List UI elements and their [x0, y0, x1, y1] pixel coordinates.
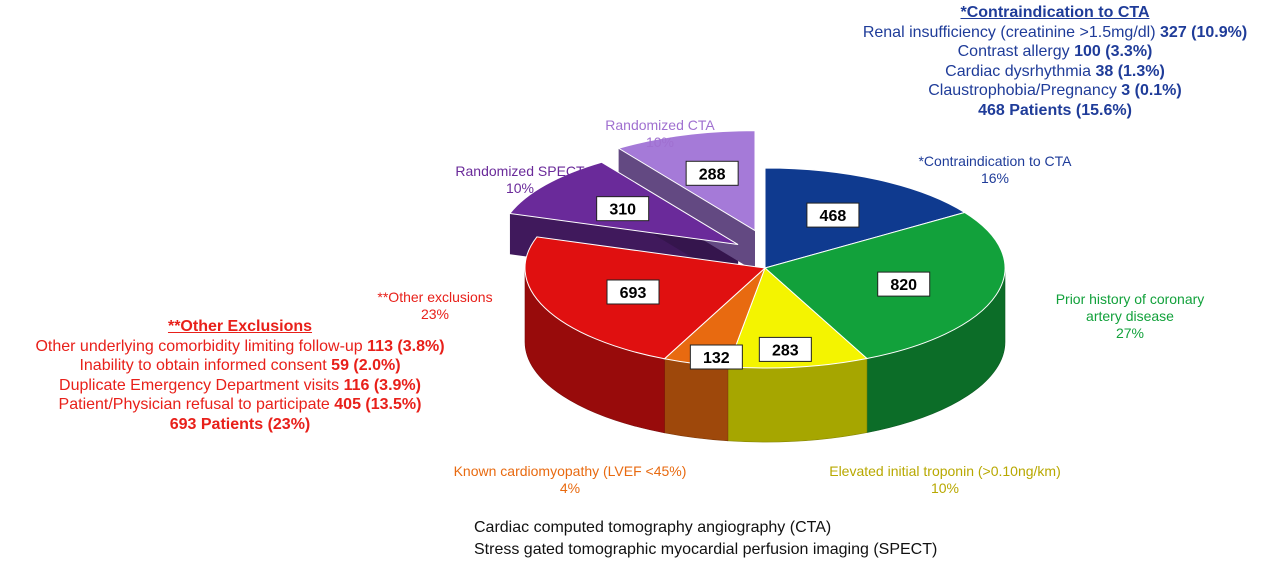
- value-box-contraindication-to-cta: [806, 202, 860, 228]
- cta-panel-line: Contrast allergy 100 (3.3%): [957, 43, 1153, 60]
- exclusions-panel-line: Inability to obtain informed consent 59 …: [79, 357, 401, 374]
- cta-contraindication-panel: *Contraindication to CTA Renal insuffici…: [820, 3, 1280, 120]
- value-box-randomized-spect: [596, 196, 650, 222]
- exclusions-panel-line: Other underlying comorbidity limiting fo…: [35, 337, 445, 355]
- value-box-other-exclusions: [606, 279, 660, 305]
- value-box-known-cardiomyopathy-lvef-45: [689, 344, 743, 370]
- exclusions-panel-line: Duplicate Emergency Department visits 11…: [59, 376, 421, 394]
- value-label-known-cardiomyopathy-lvef-45: 132: [703, 350, 730, 367]
- slice-side-elevated-initial-troponin-0-10ng-km: [727, 358, 868, 443]
- other-exclusions-slice-label: **Other exclusions 23%: [377, 289, 493, 322]
- cta-panel-line: Claustrophobia/Pregnancy 3 (0.1%): [928, 82, 1182, 99]
- value-label-elevated-initial-troponin-0-10ng-km: 283: [772, 342, 799, 359]
- cta-slice-label: *Contraindication to CTA 16%: [918, 153, 1072, 186]
- slice-contraindication-to-cta: [764, 167, 966, 269]
- exclusions-panel-total: 693 Patients (23%): [169, 415, 311, 433]
- value-labels: 468 820 283 132 693 310 288: [596, 160, 931, 370]
- value-label-randomized-cta: 288: [699, 166, 726, 183]
- exclusions-panel-line: Patient/Physician refusal to participate…: [58, 396, 422, 413]
- value-box-elevated-initial-troponin-0-10ng-km: [758, 336, 812, 362]
- spect-slice-label: Randomized SPECT 10%: [455, 163, 585, 196]
- footnote-cta: Cardiac computed tomography angiography …: [474, 519, 832, 536]
- value-label-randomized-spect: 310: [609, 202, 636, 219]
- troponin-slice-label: Elevated initial troponin (>0.10ng/km) 10…: [829, 463, 1061, 496]
- cta-panel-line: Renal insufficiency (creatinine >1.5mg/d…: [862, 23, 1248, 41]
- value-label-prior-history-of-coronary-artery-disease: 820: [890, 277, 917, 294]
- cad-slice-label: Prior history of coronary artery disease 2…: [1055, 291, 1205, 341]
- value-label-contraindication-to-cta: 468: [820, 208, 847, 225]
- footnote-spect: Stress gated tomographic myocardial perf…: [474, 541, 938, 558]
- rcta-slice-label: Randomized CTA 10%: [605, 117, 715, 150]
- slice-side-known-cardiomyopathy-lvef-45: [664, 358, 729, 442]
- cta-panel-total: 468 Patients (15.6%): [978, 101, 1132, 119]
- cta-panel-heading: *Contraindication to CTA: [960, 4, 1150, 21]
- value-box-prior-history-of-coronary-artery-disease: [877, 271, 931, 297]
- other-exclusions-panel: **Other Exclusions Other underlying como…: [0, 317, 480, 434]
- exclusions-panel-heading: **Other Exclusions: [167, 318, 313, 335]
- cardiomyopathy-slice-label: Known cardiomyopathy (LVEF <45%) 4%: [453, 463, 687, 496]
- value-box-randomized-cta: [685, 160, 739, 186]
- value-label-other-exclusions: 693: [620, 285, 647, 302]
- cta-panel-line: Cardiac dysrhythmia 38 (1.3%): [945, 62, 1165, 80]
